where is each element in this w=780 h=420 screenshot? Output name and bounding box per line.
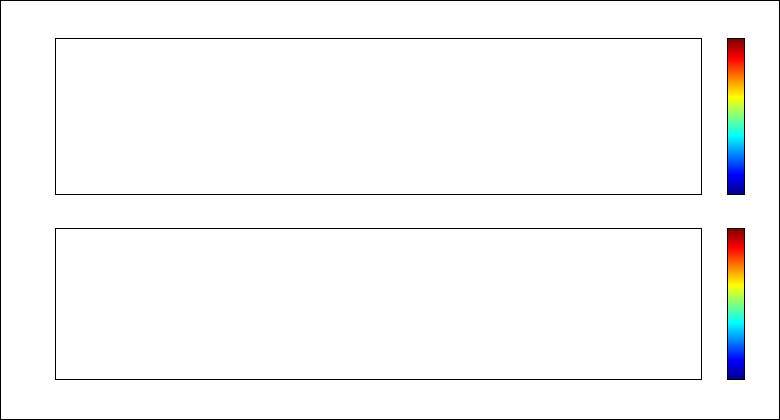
top-heatmap-canvas — [56, 39, 701, 194]
top-panel-plot-area — [55, 38, 702, 195]
raw-colorbar — [727, 228, 745, 380]
top-colorbar — [727, 38, 745, 195]
raw-panel-plot-area — [55, 228, 702, 380]
raw-heatmap-canvas — [56, 229, 701, 379]
